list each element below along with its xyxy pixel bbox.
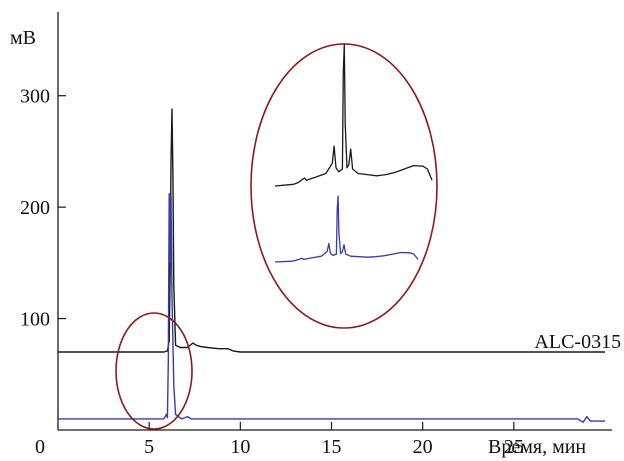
x-tick-label: 25 [504,436,524,458]
series-line-0 [58,108,605,353]
zoom-region-circle [115,312,193,430]
y-axis-label: мВ [10,27,36,49]
x-tick-label: 10 [230,436,250,458]
y-ticks: 100 200 300 [20,86,66,331]
inset-series-line-1 [274,195,419,263]
y-tick-label: 100 [20,309,50,331]
x-axis-label: Время, мин [488,436,586,458]
x-tick-label: 5 [144,436,154,458]
y-tick-label: 300 [20,86,50,108]
series-line-1 [58,193,605,423]
y-tick-label: 200 [20,197,50,219]
series-layer [58,108,605,423]
inset-layer [274,43,433,263]
annotation-label: ALC-0315 [534,331,621,353]
inset-series-line-0 [274,43,433,187]
x-tick-label: 15 [322,436,342,458]
x-tick-label: 20 [413,436,433,458]
x-tick-label: 0 [35,436,45,458]
x-ticks: 0 5 10 15 20 25 [35,422,524,458]
